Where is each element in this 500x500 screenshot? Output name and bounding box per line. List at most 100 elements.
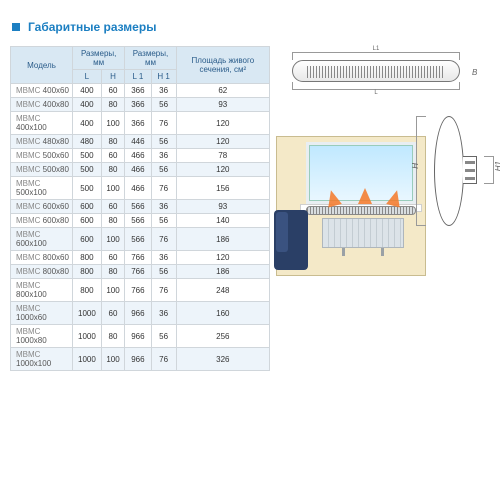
cell-area: 160 xyxy=(176,302,269,325)
cell-L: 400 xyxy=(73,98,102,112)
cell-model: МВМС 500х80 xyxy=(11,163,73,177)
table-row: МВМС 1000х100100010096676326 xyxy=(11,348,270,371)
table-row: МВМС 400х80400803665693 xyxy=(11,98,270,112)
cell-H: 100 xyxy=(101,348,125,371)
section-header: Габаритные размеры xyxy=(12,20,490,34)
cell-H: 80 xyxy=(101,265,125,279)
cell-model: МВМС 500х100 xyxy=(11,177,73,200)
cell-model: МВМС 1000х60 xyxy=(11,302,73,325)
cell-L: 800 xyxy=(73,251,102,265)
cell-L: 800 xyxy=(73,265,102,279)
cell-L: 500 xyxy=(73,177,102,200)
cell-L: 600 xyxy=(73,200,102,214)
table-row: МВМС 500х10050010046676156 xyxy=(11,177,270,200)
dim-H: H xyxy=(416,116,426,226)
dim-L: L xyxy=(292,82,460,90)
cell-area: 140 xyxy=(176,214,269,228)
cell-H: 60 xyxy=(101,302,125,325)
cell-H1: 56 xyxy=(151,163,176,177)
cell-L1: 766 xyxy=(125,251,151,265)
cell-L1: 366 xyxy=(125,112,151,135)
cell-model: МВМС 400х80 xyxy=(11,98,73,112)
section-title: Габаритные размеры xyxy=(28,20,156,34)
side-profile-diagram: H H1 xyxy=(430,116,482,236)
cell-H1: 36 xyxy=(151,149,176,163)
col-dims: Размеры, мм xyxy=(73,47,125,70)
cell-H: 60 xyxy=(101,251,125,265)
install-illustration xyxy=(276,136,426,276)
cell-model: МВМС 480х80 xyxy=(11,135,73,149)
grille-slots xyxy=(307,66,445,78)
cell-L1: 566 xyxy=(125,200,151,214)
cell-H: 80 xyxy=(101,214,125,228)
cell-L: 480 xyxy=(73,135,102,149)
cell-model: МВМС 400х100 xyxy=(11,112,73,135)
table-row: МВМС 400х10040010036676120 xyxy=(11,112,270,135)
cell-area: 186 xyxy=(176,228,269,251)
cell-H1: 76 xyxy=(151,279,176,302)
table-row: МВМС 600х806008056656140 xyxy=(11,214,270,228)
radiator xyxy=(322,218,404,248)
cell-H1: 56 xyxy=(151,265,176,279)
table-row: МВМС 500х805008046656120 xyxy=(11,163,270,177)
dimensions-table: Модель Размеры, мм Размеры, мм Площадь ж… xyxy=(10,46,270,371)
table-row: МВМС 1000х8010008096656256 xyxy=(11,325,270,348)
cell-area: 256 xyxy=(176,325,269,348)
cell-L: 500 xyxy=(73,149,102,163)
col-H1: H 1 xyxy=(151,70,176,84)
cell-L: 800 xyxy=(73,279,102,302)
table-row: МВМС 600х10060010056676186 xyxy=(11,228,270,251)
cell-L1: 366 xyxy=(125,98,151,112)
cell-H1: 76 xyxy=(151,348,176,371)
dim-L-label: L xyxy=(372,90,379,96)
cell-model: МВМС 1000х80 xyxy=(11,325,73,348)
table-row: МВМС 400х60400603663662 xyxy=(11,84,270,98)
table-head: Модель Размеры, мм Размеры, мм Площадь ж… xyxy=(11,47,270,84)
cell-area: 120 xyxy=(176,251,269,265)
cell-H: 100 xyxy=(101,112,125,135)
col-dims2: Размеры, мм xyxy=(125,47,176,70)
dim-H1-label: H1 xyxy=(494,161,500,171)
cell-L: 1000 xyxy=(73,302,102,325)
cell-H1: 56 xyxy=(151,98,176,112)
table-row: МВМС 1000х6010006096636160 xyxy=(11,302,270,325)
cell-L1: 466 xyxy=(125,177,151,200)
cell-L: 400 xyxy=(73,84,102,98)
cell-model: МВМС 800х100 xyxy=(11,279,73,302)
cell-area: 248 xyxy=(176,279,269,302)
radiator-legs xyxy=(336,248,390,256)
dim-L1: L1 xyxy=(292,52,460,60)
cell-H1: 76 xyxy=(151,228,176,251)
cell-area: 93 xyxy=(176,98,269,112)
cell-area: 156 xyxy=(176,177,269,200)
bullet-icon xyxy=(12,23,20,31)
cell-model: МВМС 500х60 xyxy=(11,149,73,163)
cell-model: МВМС 600х80 xyxy=(11,214,73,228)
col-H: H xyxy=(101,70,125,84)
col-L1: L 1 xyxy=(125,70,151,84)
cell-H: 80 xyxy=(101,163,125,177)
cell-H1: 76 xyxy=(151,112,176,135)
cell-L1: 966 xyxy=(125,302,151,325)
cell-L1: 966 xyxy=(125,348,151,371)
cell-H1: 76 xyxy=(151,177,176,200)
cell-L1: 446 xyxy=(125,135,151,149)
cell-area: 120 xyxy=(176,135,269,149)
dim-L1-label: L1 xyxy=(371,46,382,52)
cell-model: МВМС 600х60 xyxy=(11,200,73,214)
cell-H: 80 xyxy=(101,98,125,112)
cell-H: 100 xyxy=(101,279,125,302)
profile-slot xyxy=(463,156,477,184)
dimensions-table-wrap: Модель Размеры, мм Размеры, мм Площадь ж… xyxy=(10,46,270,371)
cell-area: 326 xyxy=(176,348,269,371)
col-area: Площадь живого сечения, см² xyxy=(176,47,269,84)
cell-area: 62 xyxy=(176,84,269,98)
table-row: МВМС 800х608006076636120 xyxy=(11,251,270,265)
col-L: L xyxy=(73,70,102,84)
cell-area: 78 xyxy=(176,149,269,163)
cell-L: 400 xyxy=(73,112,102,135)
table-body: МВМС 400х60400603663662МВМС 400х80400803… xyxy=(11,84,270,371)
cell-H: 100 xyxy=(101,228,125,251)
cell-L1: 566 xyxy=(125,228,151,251)
table-row: МВМС 800х10080010076676248 xyxy=(11,279,270,302)
